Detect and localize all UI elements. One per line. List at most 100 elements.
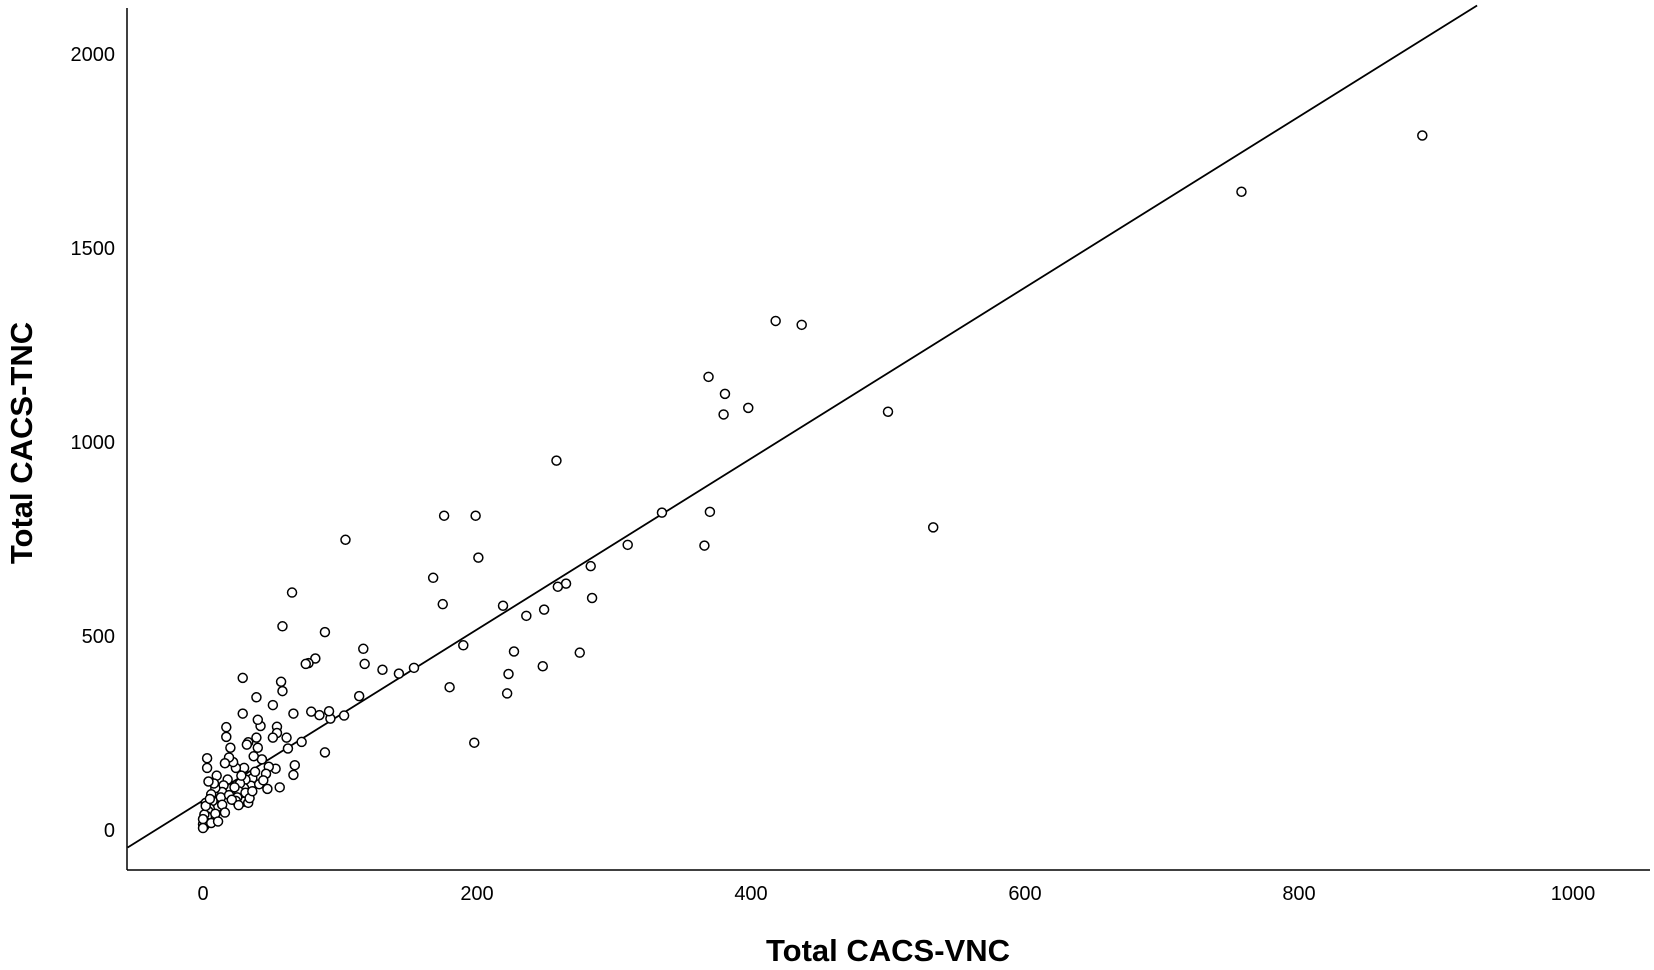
data-point bbox=[537, 661, 549, 672]
x-tick-label: 200 bbox=[460, 883, 493, 905]
data-point bbox=[1236, 186, 1247, 197]
data-point bbox=[229, 782, 240, 793]
data-point bbox=[319, 626, 331, 638]
data-point bbox=[1417, 130, 1428, 141]
data-point bbox=[251, 732, 262, 743]
data-point bbox=[212, 816, 224, 827]
data-point bbox=[501, 688, 513, 699]
data-point bbox=[282, 743, 294, 754]
data-point bbox=[237, 708, 248, 719]
data-point bbox=[473, 552, 484, 563]
data-point bbox=[201, 752, 213, 764]
x-tick-label: 400 bbox=[734, 883, 767, 905]
data-point bbox=[305, 706, 317, 717]
data-point bbox=[277, 621, 288, 632]
data-point bbox=[622, 539, 633, 551]
data-point bbox=[703, 371, 714, 383]
data-point bbox=[796, 319, 807, 331]
data-point bbox=[286, 587, 298, 598]
data-point bbox=[323, 706, 335, 717]
data-point bbox=[262, 783, 273, 795]
data-point bbox=[574, 647, 585, 658]
data-point bbox=[201, 762, 213, 774]
data-point bbox=[719, 388, 731, 400]
data-point bbox=[277, 685, 288, 697]
data-point bbox=[377, 664, 388, 676]
data-point bbox=[221, 721, 232, 733]
data-point bbox=[340, 534, 351, 546]
data-points bbox=[197, 130, 1428, 834]
data-point bbox=[267, 699, 279, 711]
data-point bbox=[458, 640, 469, 651]
y-axis-title: Total CACS-TNC bbox=[4, 322, 39, 564]
data-point bbox=[247, 785, 258, 797]
data-point bbox=[538, 604, 550, 615]
data-point bbox=[204, 793, 216, 805]
data-point bbox=[470, 510, 481, 521]
data-point bbox=[219, 758, 231, 769]
data-point bbox=[274, 782, 285, 793]
x-tick-label: 600 bbox=[1008, 883, 1041, 905]
y-tick-label: 0 bbox=[104, 820, 115, 842]
data-point bbox=[551, 455, 562, 466]
data-point bbox=[743, 402, 754, 414]
data-point bbox=[300, 658, 311, 670]
data-point bbox=[221, 731, 232, 743]
data-point bbox=[252, 714, 264, 726]
data-point bbox=[427, 572, 439, 584]
data-point bbox=[503, 668, 514, 680]
data-point bbox=[656, 507, 668, 518]
data-point bbox=[338, 710, 350, 721]
x-tick-label: 0 bbox=[197, 883, 208, 905]
x-tick-label: 1000 bbox=[1551, 883, 1596, 905]
data-point bbox=[353, 690, 365, 702]
y-tick-labels: 0 500 1000 1500 2000 bbox=[71, 44, 116, 842]
data-point bbox=[469, 737, 480, 748]
data-point bbox=[225, 742, 236, 753]
data-point bbox=[288, 708, 299, 719]
data-point bbox=[521, 610, 532, 622]
data-point bbox=[258, 775, 269, 786]
data-point bbox=[252, 742, 264, 753]
data-point bbox=[236, 770, 247, 781]
x-tick-label: 800 bbox=[1282, 883, 1315, 905]
data-point bbox=[882, 406, 894, 417]
data-point bbox=[203, 776, 214, 787]
data-point bbox=[699, 540, 710, 551]
data-point bbox=[359, 658, 370, 670]
data-point bbox=[393, 668, 405, 679]
data-point bbox=[319, 747, 331, 758]
data-point bbox=[585, 560, 596, 572]
data-point bbox=[249, 766, 261, 778]
data-point bbox=[438, 510, 450, 521]
data-point bbox=[237, 672, 248, 684]
data-point bbox=[197, 822, 209, 834]
data-point bbox=[267, 732, 279, 743]
data-point bbox=[251, 692, 262, 703]
data-point bbox=[288, 769, 299, 781]
fit-line bbox=[127, 4, 1478, 849]
data-point bbox=[358, 643, 369, 655]
data-point bbox=[275, 676, 287, 688]
y-tick-label: 2000 bbox=[71, 44, 116, 66]
data-point bbox=[289, 759, 301, 771]
x-tick-labels: 0 200 400 600 800 1000 bbox=[197, 883, 1595, 905]
data-point bbox=[444, 681, 455, 693]
data-point bbox=[296, 736, 307, 748]
data-point bbox=[408, 662, 420, 674]
data-point bbox=[770, 315, 781, 327]
y-tick-label: 1500 bbox=[71, 238, 116, 260]
data-point bbox=[552, 581, 564, 592]
y-tick-label: 500 bbox=[82, 626, 115, 648]
data-point bbox=[281, 732, 292, 743]
x-axis-title: Total CACS-VNC bbox=[766, 933, 1010, 968]
data-point bbox=[508, 646, 520, 657]
y-tick-label: 1000 bbox=[71, 432, 116, 454]
data-point bbox=[704, 506, 716, 518]
data-point bbox=[241, 739, 253, 750]
data-point bbox=[233, 799, 244, 811]
plot-frame bbox=[126, 8, 1650, 871]
data-point bbox=[219, 807, 231, 818]
data-point bbox=[927, 522, 939, 533]
